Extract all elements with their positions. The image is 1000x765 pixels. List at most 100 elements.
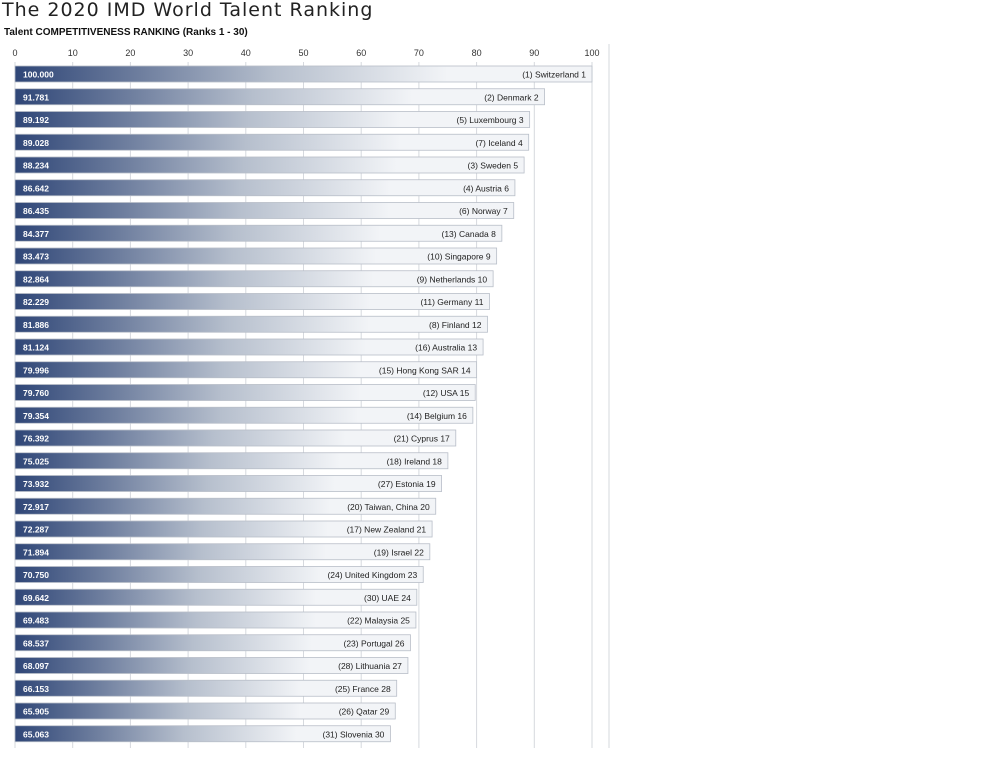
- bar-category-label: (27) Estonia 19: [378, 479, 436, 489]
- bar-value-label: 68.097: [23, 661, 49, 671]
- bar-category-label: (12) USA 15: [423, 388, 470, 398]
- bar-category-label: (15) Hong Kong SAR 14: [379, 365, 471, 375]
- bar-category-label: (31) Slovenia 30: [323, 729, 385, 739]
- bar-group: 68.097 (28) Lithuania 27: [14, 657, 409, 674]
- bar-value-label: 88.234: [23, 161, 49, 171]
- bar-group: 89.028 (7) Iceland 4: [14, 133, 530, 151]
- x-tick-label: 0: [12, 48, 17, 58]
- bar-category-label: (20) Taiwan, China 20: [347, 502, 430, 512]
- bar-category-label: (18) Ireland 18: [387, 456, 443, 466]
- bar-group: 86.642 (4) Austria 6: [14, 179, 516, 197]
- bar-group: 72.917 (20) Taiwan, China 20: [14, 497, 437, 515]
- bar-value-label: 72.287: [23, 525, 49, 535]
- bar-value-label: 84.377: [23, 229, 49, 239]
- bar-value-label: 69.483: [23, 616, 49, 626]
- bar: [14, 702, 396, 720]
- bar-category-label: (5) Luxembourg 3: [457, 115, 524, 125]
- bar-category-label: (6) Norway 7: [459, 206, 508, 216]
- bar-group: 69.642 (30) UAE 24: [14, 588, 418, 606]
- bar-value-label: 68.537: [23, 638, 49, 648]
- bar-category-label: (8) Finland 12: [429, 320, 482, 330]
- bar: [14, 247, 498, 265]
- bar: [14, 315, 488, 333]
- bar-group: 68.537 (23) Portugal 26: [14, 634, 411, 652]
- bar-value-label: 69.642: [23, 593, 49, 603]
- bar-group: 65.063 (31) Slovenia 30: [14, 725, 391, 743]
- x-tick-label: 70: [414, 48, 424, 58]
- bar: [14, 429, 457, 447]
- bar-category-label: (10) Singapore 9: [427, 252, 491, 262]
- bar: [14, 452, 449, 470]
- bar: [14, 520, 433, 538]
- bar-category-label: (28) Lithuania 27: [338, 661, 402, 671]
- bar-group: 88.234 (3) Sweden 5: [14, 156, 525, 174]
- bar-value-label: 83.473: [23, 252, 49, 262]
- bar-value-label: 86.435: [23, 206, 49, 216]
- bar-group: 91.781 (2) Denmark 2: [14, 88, 545, 106]
- bar: [14, 588, 418, 606]
- bar-category-label: (2) Denmark 2: [484, 92, 539, 102]
- bar-category-label: (19) Israel 22: [374, 547, 424, 557]
- bar-value-label: 71.894: [23, 547, 49, 557]
- bar: [14, 202, 515, 219]
- x-tick-label: 90: [529, 48, 539, 58]
- bar: [14, 179, 516, 197]
- bar-category-label: (25) France 28: [335, 684, 391, 694]
- bar-value-label: 79.996: [23, 365, 49, 375]
- chart-title: The 2020 IMD World Talent Ranking: [2, 0, 374, 21]
- x-tick-label: 100: [584, 48, 599, 58]
- bar-group: 81.886 (8) Finland 12: [14, 315, 488, 333]
- bar-category-label: (14) Belgium 16: [407, 411, 467, 421]
- bar-group: 71.894 (19) Israel 22: [14, 543, 431, 561]
- bar-group: 66.153 (25) France 28: [14, 679, 398, 697]
- bar: [14, 634, 411, 652]
- bar-group: 82.864 (9) Netherlands 10: [14, 270, 494, 288]
- chart-subtitle: Talent COMPETITIVENESS RANKING (Ranks 1 …: [4, 27, 248, 38]
- bar: [14, 679, 398, 697]
- x-tick-label: 40: [241, 48, 251, 58]
- bar-value-label: 70.750: [23, 570, 49, 580]
- bar-group: 79.996 (15) Hong Kong SAR 14: [14, 361, 477, 379]
- bar-category-label: (24) United Kingdom 23: [327, 570, 417, 580]
- bar-value-label: 79.354: [23, 411, 49, 421]
- x-tick-label: 30: [183, 48, 193, 58]
- bar-category-label: (13) Canada 8: [442, 229, 497, 239]
- bar: [14, 338, 484, 356]
- bar-group: 73.932 (27) Estonia 19: [14, 475, 442, 492]
- bar: [14, 293, 490, 310]
- bar-group: 79.354 (14) Belgium 16: [14, 406, 474, 424]
- bar: [14, 497, 437, 515]
- bar-value-label: 82.229: [23, 297, 49, 307]
- bar-group: 82.229 (11) Germany 11: [14, 293, 490, 310]
- bar-group: 83.473 (10) Singapore 9: [14, 247, 498, 265]
- bar-category-label: (7) Iceland 4: [475, 138, 523, 148]
- x-tick-label: 10: [68, 48, 78, 58]
- bar-value-label: 79.760: [23, 388, 49, 398]
- bar-group: 100.000 (1) Switzerland 1: [14, 65, 593, 83]
- bar-category-label: (11) Germany 11: [420, 297, 483, 307]
- bar: [14, 65, 593, 83]
- x-tick-label: 80: [472, 48, 482, 58]
- bar: [14, 224, 503, 242]
- bar-value-label: 65.905: [23, 707, 49, 717]
- bar: [14, 611, 417, 629]
- x-tick-label: 60: [356, 48, 366, 58]
- bar-category-label: (26) Qatar 29: [339, 707, 390, 717]
- bar: [14, 88, 545, 106]
- bar: [14, 566, 424, 583]
- bar: [14, 156, 525, 174]
- bar-category-label: (22) Malaysia 25: [347, 616, 410, 626]
- bar-value-label: 91.781: [23, 92, 49, 102]
- bar-value-label: 86.642: [23, 183, 49, 193]
- bar-group: 69.483 (22) Malaysia 25: [14, 611, 417, 629]
- bar-group: 75.025 (18) Ireland 18: [14, 452, 449, 470]
- bar-category-label: (17) New Zealand 21: [347, 525, 427, 535]
- bar-group: 86.435 (6) Norway 7: [14, 202, 515, 219]
- bar-value-label: 65.063: [23, 729, 49, 739]
- bar-category-label: (4) Austria 6: [463, 183, 509, 193]
- bar-group: 89.192 (5) Luxembourg 3: [14, 111, 531, 128]
- x-tick-label: 50: [298, 48, 308, 58]
- bar-category-label: (1) Switzerland 1: [522, 70, 586, 80]
- bar-category-label: (9) Netherlands 10: [417, 274, 488, 284]
